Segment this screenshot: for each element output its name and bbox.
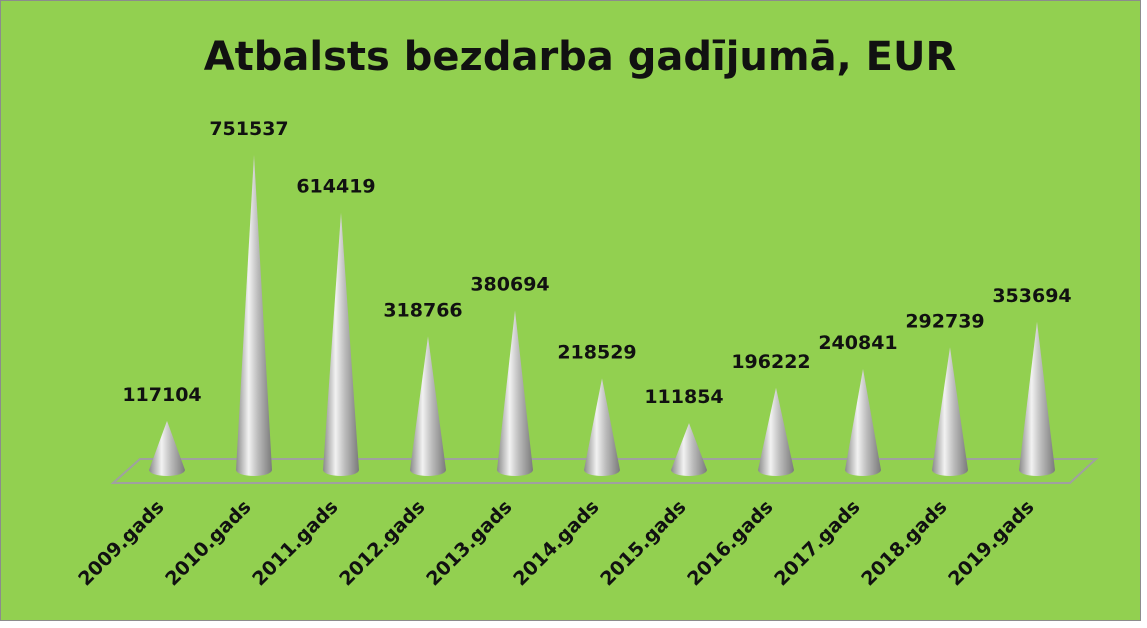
cone <box>758 387 794 476</box>
value-label: 111854 <box>644 386 723 408</box>
cone <box>1019 321 1055 476</box>
cone <box>497 310 533 476</box>
value-label: 614419 <box>296 175 375 197</box>
chart-title: Atbalsts bezdarba gadījumā, EUR <box>204 34 957 80</box>
cone <box>323 212 359 476</box>
value-label: 117104 <box>122 384 201 406</box>
value-label: 218529 <box>557 341 636 363</box>
value-label: 751537 <box>209 118 288 140</box>
value-label: 196222 <box>731 351 810 373</box>
value-label: 318766 <box>383 299 462 321</box>
cone <box>932 347 968 476</box>
cone-body <box>236 155 272 476</box>
cone-body <box>671 423 707 476</box>
cone-body <box>584 378 620 476</box>
floor <box>110 458 1099 484</box>
cone <box>236 155 272 476</box>
value-label: 353694 <box>992 285 1071 307</box>
cone <box>845 369 881 476</box>
cone-body <box>497 310 533 476</box>
cone-body <box>845 369 881 476</box>
cone-body <box>410 336 446 476</box>
cone-body <box>323 212 359 476</box>
cone-body <box>149 420 185 476</box>
cone <box>149 420 185 476</box>
cone-body <box>932 347 968 476</box>
cone <box>410 336 446 476</box>
value-label: 380694 <box>470 273 549 295</box>
value-label: 292739 <box>905 310 984 332</box>
cone-body <box>1019 321 1055 476</box>
value-label: 240841 <box>818 332 897 354</box>
cone <box>671 423 707 476</box>
cone <box>584 378 620 476</box>
cone-body <box>758 387 794 476</box>
